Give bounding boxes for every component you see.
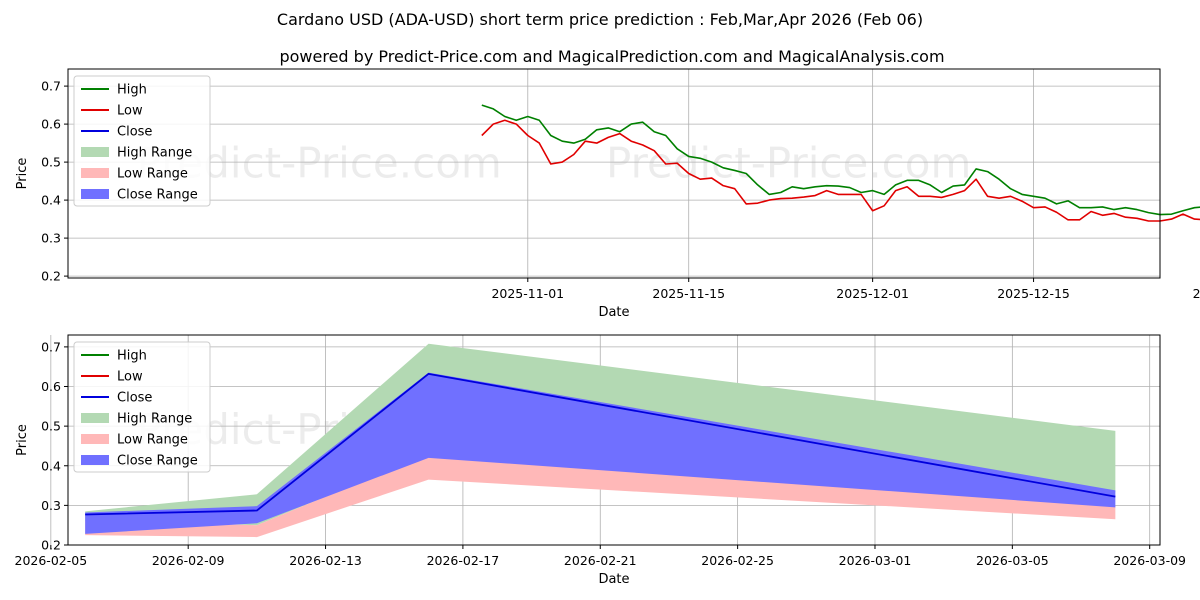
legend-label-low: Low — [117, 104, 143, 119]
x-tick-label: 2026-02-25 — [701, 553, 774, 568]
y-tick-label: 0.6 — [41, 379, 61, 394]
y-tick-label: 0.7 — [41, 339, 61, 354]
legend-swatch-high-range — [81, 413, 109, 423]
legend-label-high-range: High Range — [117, 146, 192, 161]
x-tick-label: 2025-12-01 — [836, 286, 909, 301]
chart-subtitle: powered by Predict-Price.com and Magical… — [279, 47, 944, 66]
legend-swatch-low-range — [81, 168, 109, 178]
legend-label-low-range: Low Range — [117, 167, 188, 182]
y-tick-label: 0.2 — [41, 269, 61, 284]
x-tick-label: 2026-03-05 — [976, 553, 1049, 568]
legend-label-high: High — [117, 83, 147, 98]
legend-swatch-close-range — [81, 189, 109, 199]
legend-swatch-high-range — [81, 147, 109, 157]
legend-label-low-range: Low Range — [117, 433, 188, 448]
x-tick-label: 2026-02-05 — [15, 553, 88, 568]
forecast-panel: Predict-Price.comPredict-Price.com0.20.3… — [15, 334, 1186, 587]
series-close-line — [85, 372, 1116, 516]
x-tick-label: 2025-12-15 — [997, 286, 1070, 301]
y-tick-label: 0.6 — [41, 117, 61, 132]
legend-label-high-range: High Range — [117, 412, 192, 427]
y-tick-label: 0.5 — [41, 155, 61, 170]
x-tick-label: 2026-03-01 — [839, 553, 912, 568]
y-tick-label: 0.3 — [41, 231, 61, 246]
x-tick-label: 2025-11-15 — [652, 286, 725, 301]
history-panel: Predict-Price.com Predict-Price.com0.20.3… — [15, 68, 1200, 320]
y-axis-label: Price — [15, 424, 30, 456]
y-tick-label: 0.4 — [41, 193, 61, 208]
plot-frame — [67, 68, 1161, 279]
x-tick-label: 2026-02-21 — [564, 553, 637, 568]
legend: High Low Close High Range Low Range Close Ran… — [73, 341, 211, 473]
plot-frame — [67, 334, 1161, 546]
legend: High Low Close High Range Low Range Close Ran… — [73, 75, 211, 207]
y-axis-label: Price — [15, 158, 30, 190]
x-axis-label: Date — [598, 305, 629, 320]
low-range-band — [85, 453, 1116, 538]
y-tick-label: 0.7 — [41, 79, 61, 94]
x-axis-label: Date — [598, 572, 629, 587]
legend-swatch-low-range — [81, 434, 109, 444]
legend-label-close-range: Close Range — [117, 188, 198, 203]
x-tick-label: 2026-02-17 — [427, 553, 500, 568]
y-tick-label: 0.5 — [41, 419, 61, 434]
legend-label-low: Low — [117, 370, 143, 385]
legend-label-high: High — [117, 349, 147, 364]
x-tick-label: 2026-01-01 — [1193, 286, 1200, 301]
x-tick-label: 2026-02-09 — [152, 553, 225, 568]
legend-label-close: Close — [117, 391, 152, 406]
chart-title: Cardano USD (ADA-USD) short term price p… — [277, 10, 923, 29]
series-low-line — [481, 119, 1200, 222]
legend-swatch-close-range — [81, 455, 109, 465]
x-tick-label: 2025-11-01 — [491, 286, 564, 301]
close-range-band — [85, 372, 1116, 534]
x-tick-label: 2026-02-13 — [289, 553, 362, 568]
y-tick-label: 0.4 — [41, 458, 61, 473]
series-high-line — [481, 104, 1200, 216]
y-tick-label: 0.3 — [41, 498, 61, 513]
legend-label-close: Close — [117, 125, 152, 140]
x-tick-label: 2026-03-09 — [1113, 553, 1186, 568]
legend-label-close-range: Close Range — [117, 454, 198, 469]
